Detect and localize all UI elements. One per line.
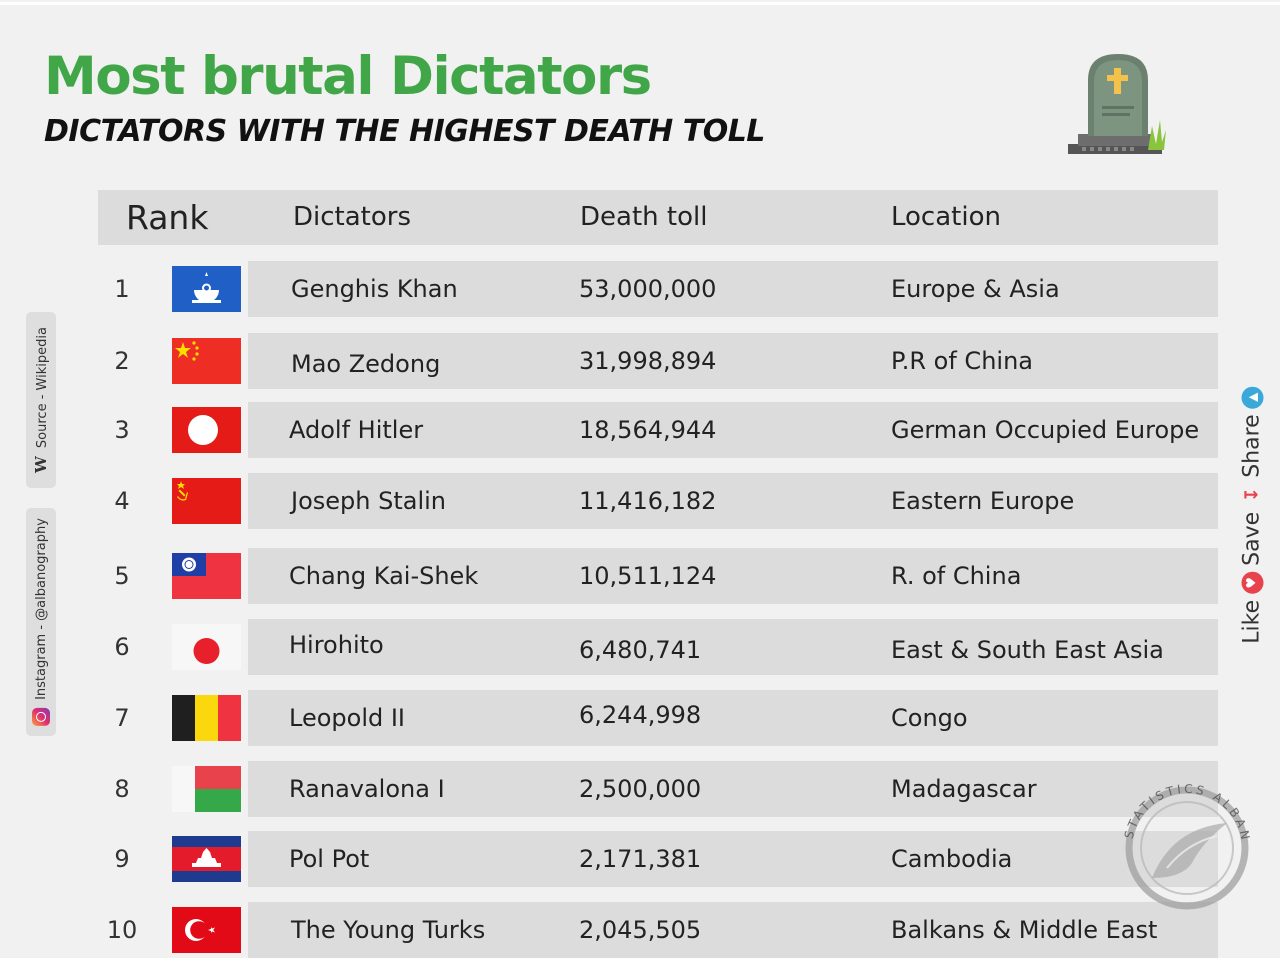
table-row: 1 Genghis Khan 53,000,000 Europe & Asia xyxy=(0,261,1280,317)
table-row: 2 Mao Zedong 31,998,894 P.R of China xyxy=(0,333,1280,389)
row-name: Ranavalona I xyxy=(289,775,445,803)
row-death-toll: 31,998,894 xyxy=(579,347,717,375)
instagram-credit-text: Instagram - @albanography xyxy=(32,518,50,726)
albanography-watermark: STATISTICS ALBANOGRAPHY MAPS xyxy=(1105,757,1262,918)
tombstone-icon xyxy=(1064,50,1174,160)
row-name: The Young Turks xyxy=(291,916,486,944)
row-rank: 3 xyxy=(114,416,130,444)
row-location: Madagascar xyxy=(891,775,1037,803)
header-death-toll: Death toll xyxy=(580,202,708,232)
row-rank: 10 xyxy=(106,916,138,944)
instagram-credit: Instagram - @albanography xyxy=(26,508,56,736)
row-location: East & South East Asia xyxy=(891,636,1164,664)
row-rank: 6 xyxy=(114,633,130,661)
row-name: Chang Kai-Shek xyxy=(289,562,479,590)
row-bar: Leopold II 6,244,998 Congo xyxy=(248,690,1218,746)
mongolia-flag-icon xyxy=(172,266,241,312)
row-name: Adolf Hitler xyxy=(289,416,424,444)
wikipedia-icon: W xyxy=(32,456,50,473)
row-death-toll: 2,500,000 xyxy=(579,775,702,803)
row-location: P.R of China xyxy=(891,347,1033,375)
page-title: Most brutal Dictators xyxy=(44,46,652,107)
save-icon[interactable]: ↧ xyxy=(1241,487,1262,503)
table-header: Rank Dictators Death toll Location xyxy=(98,190,1218,245)
row-rank: 8 xyxy=(114,775,130,803)
like-label[interactable]: Like xyxy=(1239,599,1265,644)
svg-text:STATISTICS ALBANOGRAPHY MAPS: STATISTICS ALBANOGRAPHY MAPS xyxy=(1112,768,1253,844)
row-death-toll: 53,000,000 xyxy=(579,275,717,303)
row-death-toll: 2,045,505 xyxy=(579,916,702,944)
table-row: 10 The Young Turks 2,045,505 Balkans & M… xyxy=(0,902,1280,958)
row-name: Leopold II xyxy=(289,704,406,732)
row-rank: 2 xyxy=(114,347,130,375)
row-location: Eastern Europe xyxy=(891,487,1075,515)
instagram-icon xyxy=(32,707,50,726)
table-row: 7 Leopold II 6,244,998 Congo xyxy=(0,690,1280,746)
header-dictators: Dictators xyxy=(293,202,412,232)
instagram-label: Instagram - @albanography xyxy=(33,518,49,700)
row-bar: Hirohito 6,480,741 East & South East Asi… xyxy=(248,619,1218,675)
row-location: Cambodia xyxy=(891,845,1013,873)
japan-flag-icon xyxy=(172,624,241,670)
share-label[interactable]: Share xyxy=(1239,414,1265,478)
social-actions: Like ♥ Save ↧ Share ▲ xyxy=(1232,380,1272,650)
row-location: German Occupied Europe xyxy=(891,416,1200,444)
header-rank: Rank xyxy=(126,198,209,237)
row-location: R. of China xyxy=(891,562,1022,590)
source-credit-text: W Source - Wikipedia xyxy=(32,327,50,473)
row-rank: 4 xyxy=(114,487,130,515)
save-label[interactable]: Save xyxy=(1239,511,1265,566)
row-bar: Chang Kai-Shek 10,511,124 R. of China xyxy=(248,548,1218,604)
ussr-flag-icon xyxy=(172,478,241,524)
table-row: 6 Hirohito 6,480,741 East & South East A… xyxy=(0,619,1280,675)
table-row: 4 Joseph Stalin 11,416,182 Eastern Europ… xyxy=(0,473,1280,529)
top-border xyxy=(0,2,1280,5)
row-location: Balkans & Middle East xyxy=(891,916,1158,944)
row-location: Europe & Asia xyxy=(891,275,1060,303)
heart-icon[interactable]: ♥ xyxy=(1241,571,1263,594)
row-name: Pol Pot xyxy=(289,845,370,873)
watermark-text: STATISTICS ALBANOGRAPHY MAPS xyxy=(1105,757,1250,844)
row-name: Mao Zedong xyxy=(291,350,441,378)
madagascar-flag-icon xyxy=(172,766,241,812)
header-location: Location xyxy=(891,202,1001,232)
share-icon[interactable]: ▲ xyxy=(1241,386,1263,409)
row-bar: Adolf Hitler 18,564,944 German Occupied … xyxy=(248,402,1218,458)
turkey-flag-icon xyxy=(172,907,241,953)
table-row: 3 Adolf Hitler 18,564,944 German Occupie… xyxy=(0,402,1280,458)
row-death-toll: 11,416,182 xyxy=(579,487,717,515)
row-rank: 5 xyxy=(114,562,130,590)
row-rank: 1 xyxy=(114,275,130,303)
table-row: 9 Pol Pot 2,171,381 Cambodia xyxy=(0,831,1280,887)
row-death-toll: 6,244,998 xyxy=(579,701,702,729)
source-label: Source - Wikipedia xyxy=(35,327,50,449)
row-death-toll: 10,511,124 xyxy=(579,562,717,590)
row-bar: Mao Zedong 31,998,894 P.R of China xyxy=(248,333,1218,389)
row-death-toll: 18,564,944 xyxy=(579,416,717,444)
china-flag-icon xyxy=(172,338,241,384)
row-name: Genghis Khan xyxy=(291,275,458,303)
table-row: 5 Chang Kai-Shek 10,511,124 R. of China xyxy=(0,548,1280,604)
social-actions-row: Like ♥ Save ↧ Share ▲ xyxy=(1239,386,1265,644)
row-death-toll: 2,171,381 xyxy=(579,845,702,873)
row-bar: Ranavalona I 2,500,000 Madagascar xyxy=(248,761,1218,817)
row-death-toll: 6,480,741 xyxy=(579,636,702,664)
row-name: Joseph Stalin xyxy=(291,487,447,515)
taiwan-flag-icon xyxy=(172,553,241,599)
belgium-flag-icon xyxy=(172,695,241,741)
row-bar: Joseph Stalin 11,416,182 Eastern Europe xyxy=(248,473,1218,529)
row-bar: Pol Pot 2,171,381 Cambodia xyxy=(248,831,1218,887)
table-row: 8 Ranavalona I 2,500,000 Madagascar xyxy=(0,761,1280,817)
cambodia-flag-icon xyxy=(172,836,241,882)
row-bar: Genghis Khan 53,000,000 Europe & Asia xyxy=(248,261,1218,317)
page-subtitle: DICTATORS WITH THE HIGHEST DEATH TOLL xyxy=(44,114,765,149)
nazi-germany-flag-icon xyxy=(172,407,241,453)
source-credit: W Source - Wikipedia xyxy=(26,312,56,488)
row-name: Hirohito xyxy=(289,631,384,659)
row-bar: The Young Turks 2,045,505 Balkans & Midd… xyxy=(248,902,1218,958)
row-rank: 9 xyxy=(114,845,130,873)
row-rank: 7 xyxy=(114,704,130,732)
row-location: Congo xyxy=(891,704,968,732)
